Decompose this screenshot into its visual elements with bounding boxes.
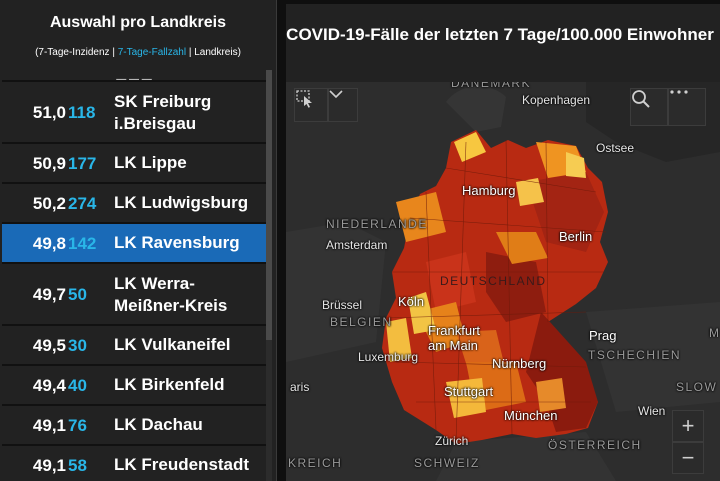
map-label-schweiz: SCHWEIZ [414, 456, 480, 470]
case-count: 30 [68, 336, 87, 355]
incidence-value: 49,8 [32, 234, 66, 253]
district-name: LK Vulkaneifel [114, 335, 231, 354]
map-label-wien: Wien [638, 404, 666, 418]
list-scrollbar[interactable] [266, 70, 272, 481]
map-label-hamburg: Hamburg [462, 183, 516, 198]
case-count: 40 [68, 376, 87, 395]
map-label-kopenhagen: Kopenhagen [522, 93, 591, 107]
map-label-koln: Köln [398, 294, 425, 309]
zoom-out-button[interactable]: − [672, 442, 704, 474]
selection-dropdown-button[interactable] [328, 88, 358, 122]
district-name: LK Birkenfeld [114, 375, 225, 394]
map-label-belgien: BELGIEN [330, 315, 393, 329]
map-label-amsterdam: Amsterdam [326, 238, 388, 252]
map-canvas [286, 82, 720, 481]
case-count: 50 [68, 285, 87, 304]
map-label-nurnberg: Nürnberg [492, 356, 547, 371]
map-label-luxemburg: Luxemburg [358, 350, 419, 364]
map-title: COVID-19-Fälle der letzten 7 Tage/100.00… [286, 25, 714, 44]
panel-title: Auswahl pro Landkreis [49, 14, 227, 31]
incidence-value: 49,1 [32, 456, 66, 475]
incidence-value: 50,9 [32, 154, 66, 173]
incidence-value: 49,5 [32, 336, 66, 355]
map-label-danemark: DÄNEMARK [451, 82, 532, 90]
case-count: 58 [68, 456, 87, 475]
incidence-value: 50,2 [32, 194, 66, 213]
zoom-in-button[interactable]: + [672, 410, 704, 442]
case-count: 142 [68, 234, 97, 253]
incidence-map[interactable]: DÄNEMARK Kopenhagen Ostsee Hamburg NIEDE… [286, 82, 720, 481]
map-label-berlin: Berlin [559, 229, 593, 244]
map-label-zurich: Zürich [435, 434, 469, 448]
district-name: LK Ravensburg [114, 233, 240, 252]
district-name: SK Freiburg i.Breisgau [114, 92, 212, 133]
scrollbar-thumb[interactable] [266, 70, 272, 340]
search-button[interactable] [630, 88, 668, 126]
incidence-value: 49,1 [32, 416, 66, 435]
list-item[interactable]: 50,9 177 LK Lippe [2, 144, 266, 184]
map-label-brussel: Brüssel [322, 298, 363, 312]
case-count: 76 [68, 416, 87, 435]
map-label-m: M [709, 326, 720, 340]
list-item[interactable]: 49,5 30 LK Vulkaneifel [2, 326, 266, 366]
map-label-deutschland: DEUTSCHLAND [440, 274, 547, 288]
map-label-osterreich: ÖSTERREICH [548, 438, 642, 452]
map-label-tschechien: TSCHECHIEN [588, 348, 682, 362]
map-label-paris: aris [290, 380, 310, 394]
map-panel: COVID-19-Fälle der letzten 7 Tage/100.00… [286, 4, 720, 481]
list-item-selected[interactable]: 49,8 142 LK Ravensburg [2, 224, 266, 264]
map-label-prag: Prag [589, 328, 617, 343]
list-item[interactable]: 49,7 50 LK Werra-Meißner-Kreis [2, 264, 266, 326]
district-name: LK Freudenstadt [114, 455, 250, 474]
incidence-value: 51,0 [32, 103, 66, 122]
case-count: 274 [68, 194, 97, 213]
more-options-button[interactable] [668, 88, 706, 126]
map-label-slow: SLOW [676, 380, 718, 394]
case-count: 118 [68, 103, 96, 122]
map-label-munchen: München [504, 408, 558, 423]
map-label-ostsee: Ostsee [596, 141, 635, 155]
panel-subtitle: (7-Tage-Inzidenz | 7-Tage-Fallzahl | Lan… [35, 47, 241, 58]
district-name: LK Lippe [114, 153, 187, 172]
map-label-kreich: KREICH [288, 456, 343, 470]
district-name: LK Dachau [114, 415, 203, 434]
list-item[interactable]: 51,0 118 SK Freiburg i.Breisgau [2, 82, 266, 144]
district-list[interactable]: — — — 51,0 118 SK Freiburg i.Breisgau 50… [2, 70, 266, 481]
district-list-panel: Auswahl pro Landkreis (7-Tage-Inzidenz |… [0, 0, 277, 481]
district-name: LK Werra-Meißner-Kreis [114, 274, 228, 315]
map-label-frankfurt: Frankfurt am Main [428, 323, 481, 353]
list-item[interactable]: 49,1 58 LK Freudenstadt [2, 446, 266, 481]
map-label-stuttgart: Stuttgart [444, 384, 494, 399]
case-count: 177 [68, 154, 97, 173]
map-label-niederlande: NIEDERLANDE [326, 217, 428, 231]
list-item[interactable]: 50,2 274 LK Ludwigsburg [2, 184, 266, 224]
list-item[interactable]: 49,4 40 LK Birkenfeld [2, 366, 266, 406]
list-item[interactable]: 49,1 76 LK Dachau [2, 406, 266, 446]
incidence-value: 49,7 [32, 285, 66, 304]
incidence-value: 49,4 [32, 376, 66, 395]
selection-tool-button[interactable] [294, 88, 328, 122]
district-name: LK Ludwigsburg [114, 193, 249, 212]
list-item-partial[interactable]: — — — [2, 70, 266, 82]
